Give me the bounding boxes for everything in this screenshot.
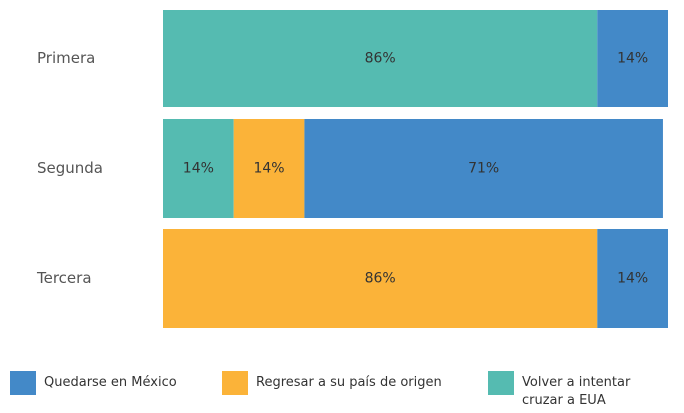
category-label: Tercera: [36, 269, 92, 287]
legend-swatch: [10, 371, 36, 395]
legend-item: Quedarse en México: [10, 371, 177, 395]
category-label: Segunda: [37, 159, 103, 177]
legend-swatch: [488, 371, 514, 395]
legend-label: Quedarse en México: [44, 375, 177, 390]
bar-segment: [163, 229, 598, 328]
data-label: 86%: [365, 51, 396, 67]
legend-label: Volver a intentar cruzar a EUA: [522, 375, 631, 408]
bar-segment: [597, 10, 668, 107]
plot: Primera 86% 14% Segunda 14% 14% 71% Tercera 86% 1…: [36, 10, 668, 328]
data-label: 14%: [617, 51, 648, 67]
category-label: Primera: [37, 49, 95, 67]
legend-swatch: [222, 371, 248, 395]
data-label: 86%: [365, 271, 396, 287]
bar-segment: [163, 119, 234, 218]
data-label: 14%: [617, 271, 648, 287]
data-label: 71%: [468, 161, 499, 177]
bar-segment: [597, 229, 668, 328]
data-label: 14%: [253, 161, 284, 177]
legend-item: Regresar a su país de origen: [222, 371, 442, 395]
legend-label: Regresar a su país de origen: [256, 375, 442, 390]
legend-item: Volver a intentar cruzar a EUA: [488, 371, 662, 410]
bar-segment: [233, 119, 305, 218]
bar-segment: [163, 10, 598, 107]
bar-segment: [304, 119, 663, 218]
data-label: 14%: [183, 161, 214, 177]
